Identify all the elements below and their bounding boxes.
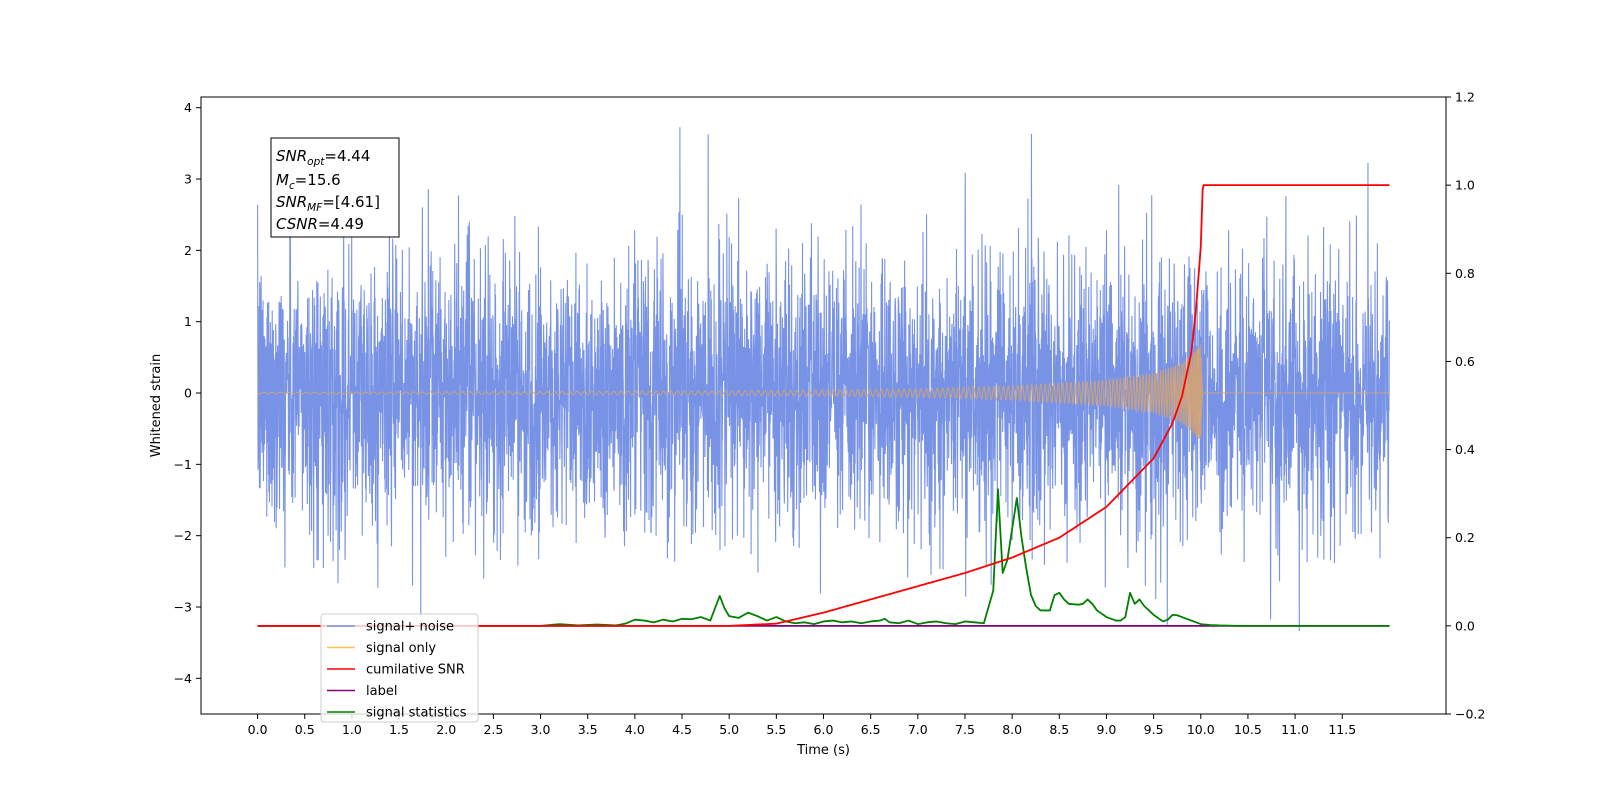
y2-tick-label: 0.8: [1455, 266, 1475, 281]
series-signal-only-line: [257, 344, 1390, 440]
y-tick-label: 4: [184, 100, 192, 115]
x-tick-label: 8.0: [1002, 722, 1022, 737]
y2-tick-label: 0.2: [1455, 530, 1475, 545]
annotation-csnr: CSNR=4.49: [276, 215, 364, 233]
legend: signal+ noise signal only cumilative SNR la…: [320, 613, 479, 723]
legend-label: cumilative SNR: [366, 663, 465, 678]
y2-tick-label: 0.6: [1455, 354, 1475, 369]
x-tick-label: 4.5: [672, 722, 692, 737]
x-tick-label: 0.0: [248, 722, 268, 737]
x-tick-label: 7.5: [955, 722, 975, 737]
annotation-box: SNRopt=4.44 Mc=15.6 SNRMF=[4.61] CSNR=4.…: [270, 137, 400, 238]
series-signal-noise-line: [257, 127, 1390, 632]
x-tick-label: 5.5: [766, 722, 786, 737]
x-tick-label: 10.5: [1234, 722, 1262, 737]
x-tick-label: 7.0: [908, 722, 928, 737]
x-tick-label: 10.0: [1187, 722, 1215, 737]
y-tick-label: −4: [174, 671, 192, 686]
legend-label: label: [366, 684, 397, 699]
x-tick-label: 2.5: [483, 722, 503, 737]
x-tick-label: 3.5: [578, 722, 598, 737]
y-tick-label: −3: [174, 600, 192, 615]
y2-tick-label: 0.4: [1455, 442, 1475, 457]
legend-label: signal only: [366, 641, 436, 656]
x-tick-label: 1.0: [342, 722, 362, 737]
legend-label: signal statistics: [366, 706, 467, 721]
y2-tick-label: 1.0: [1455, 178, 1475, 193]
x-tick-label: 1.5: [389, 722, 409, 737]
series-signal-statistics-line: [257, 488, 1390, 627]
y-tick-label: −1: [174, 457, 192, 472]
ticks: 0.0 0.5 1.0 1.5 2.0 2.5 3.0 3.5 4.0 4.5 5.0 5.5 6.0 6…: [174, 90, 1486, 738]
y2-tick-label: −0.2: [1455, 707, 1485, 722]
x-tick-label: 11.5: [1328, 722, 1356, 737]
x-tick-label: 6.0: [814, 722, 834, 737]
x-tick-label: 6.5: [861, 722, 881, 737]
plot-area: [257, 127, 1390, 632]
y-tick-label: 3: [184, 172, 192, 187]
x-tick-label: 9.5: [1144, 722, 1164, 737]
x-axis-label: Time (s): [796, 743, 850, 758]
y-tick-label: 1: [184, 314, 192, 329]
annotation-snr-mf: SNRMF=[4.61]: [276, 193, 380, 214]
y2-tick-label: 1.2: [1455, 90, 1475, 105]
annotation-mc: Mc=15.6: [276, 171, 341, 192]
x-tick-label: 2.0: [436, 722, 456, 737]
x-tick-label: 0.5: [295, 722, 315, 737]
y-tick-label: −2: [174, 528, 192, 543]
y2-tick-label: 0.0: [1455, 618, 1475, 633]
x-tick-label: 4.0: [625, 722, 645, 737]
x-tick-label: 5.0: [719, 722, 739, 737]
x-tick-label: 9.0: [1097, 722, 1117, 737]
y-axis-label: Whitened strain: [149, 354, 164, 457]
x-tick-label: 11.0: [1281, 722, 1309, 737]
x-tick-label: 3.0: [531, 722, 551, 737]
y-tick-label: 2: [184, 243, 192, 258]
y-tick-label: 0: [184, 386, 192, 401]
x-tick-label: 8.5: [1049, 722, 1069, 737]
legend-label: signal+ noise: [366, 620, 454, 635]
annotation-snr-opt: SNRopt=4.44: [276, 147, 370, 168]
